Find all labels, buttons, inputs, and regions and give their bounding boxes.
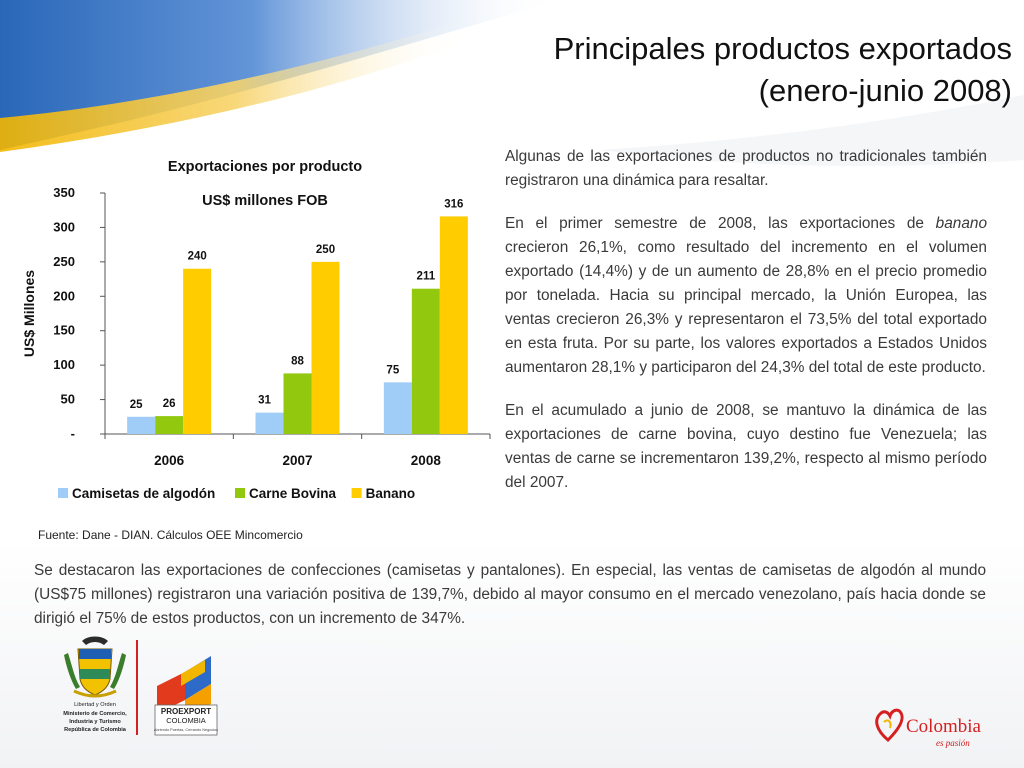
- proexport-country: COLOMBIA: [166, 716, 206, 725]
- side-paragraph-3: En el acumulado a junio de 2008, se mant…: [505, 402, 987, 491]
- bar-data-label: 240: [188, 251, 207, 263]
- y-tick-label: 350: [53, 185, 75, 200]
- proexport-name: PROEXPORT: [161, 707, 211, 716]
- y-tick-label: 300: [53, 219, 75, 234]
- slide-title-line1: Principales productos exportados: [553, 31, 1012, 66]
- legend-label: Camisetas de algodón: [72, 486, 215, 501]
- bar: [283, 373, 312, 434]
- bar-data-label: 26: [163, 398, 176, 410]
- bar-data-label: 25: [130, 399, 143, 411]
- ministry-line-2: Ministerio de Comercio,: [63, 711, 127, 717]
- bar: [255, 412, 284, 434]
- bottom-paragraph: Se destacaron las exportaciones de confe…: [34, 562, 986, 627]
- side-paragraph-2-after: crecieron 26,1%, como resultado del incr…: [505, 239, 987, 376]
- x-tick-label: 2008: [411, 453, 442, 468]
- legend-swatch: [351, 488, 362, 498]
- proexport-cube-icon: [157, 656, 211, 714]
- side-paragraph-2-before: En el primer semestre de 2008, las expor…: [505, 215, 936, 232]
- y-tick-label: 150: [53, 323, 75, 338]
- legend-label: Banano: [366, 486, 416, 501]
- chart-subtitle: US$ millones FOB: [202, 193, 328, 209]
- legend-swatch: [235, 488, 245, 498]
- side-text: Algunas de las exportaciones de producto…: [505, 145, 987, 514]
- y-tick-label: -: [71, 426, 75, 441]
- legend-swatch: [58, 488, 68, 498]
- heart-icon: [875, 708, 904, 743]
- y-tick-label: 100: [53, 357, 75, 372]
- chart-title-block: Exportaciones por producto US$ millones …: [100, 150, 430, 218]
- bar: [127, 416, 156, 434]
- bar: [155, 416, 184, 434]
- bar-data-label: 250: [316, 244, 335, 256]
- x-tick-label: 2007: [282, 453, 312, 468]
- y-tick-label: 250: [53, 254, 75, 269]
- y-tick-label: 50: [61, 392, 75, 407]
- bar: [311, 261, 340, 434]
- side-paragraph-2: En el primer semestre de 2008, las expor…: [505, 212, 987, 380]
- bar-data-label: 31: [258, 395, 271, 407]
- ministry-line-3: Industria y Turismo: [69, 719, 121, 725]
- proexport-tagline: Abriendo Puertas, Cerrando Negocios: [154, 728, 218, 732]
- coat-of-arms-icon: [64, 636, 126, 698]
- slide-title: Principales productos exportados (enero-…: [392, 28, 1012, 112]
- bar-data-label: 211: [417, 271, 436, 283]
- bar-chart: - 50 100 150 200 250 300 350 US$ Millones 2006 25 2…: [21, 185, 491, 501]
- ministry-line-1: Libertad y Orden: [74, 702, 116, 708]
- colombia-brand-text: Colombia: [906, 716, 982, 737]
- slide-title-line2: (enero-junio 2008): [758, 73, 1012, 108]
- bar: [183, 268, 212, 434]
- bar: [439, 216, 468, 434]
- ministry-logo: Libertad y Orden Ministerio de Comercio,…: [63, 636, 127, 733]
- x-tick-label: 2006: [154, 453, 185, 468]
- colombia-tagline: es pasión: [936, 738, 970, 748]
- side-paragraph-2-emphasis: banano: [935, 215, 987, 232]
- chart-title: Exportaciones por producto: [167, 159, 363, 175]
- bar: [411, 288, 440, 434]
- colombia-brand-logo: Colombia es pasión: [875, 708, 982, 748]
- bar-data-label: 316: [444, 198, 463, 210]
- bar: [383, 382, 412, 434]
- bar-data-label: 75: [386, 364, 399, 376]
- proexport-logo: PROEXPORT COLOMBIA Abriendo Puertas, Cer…: [154, 656, 218, 736]
- y-tick-label: 200: [53, 288, 75, 303]
- bar-data-label: 88: [291, 355, 304, 367]
- source-note: Fuente: Dane - DIAN. Cálculos OEE Mincom…: [38, 528, 303, 542]
- logo-divider: [136, 640, 138, 735]
- side-paragraph-1: Algunas de las exportaciones de producto…: [505, 148, 987, 189]
- legend-label: Carne Bovina: [249, 486, 337, 501]
- y-axis-label: US$ Millones: [21, 270, 37, 357]
- ministry-line-4: República de Colombia: [64, 727, 127, 733]
